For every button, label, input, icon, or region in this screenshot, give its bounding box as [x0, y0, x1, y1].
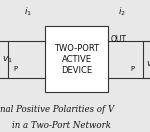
Text: TWO-PORT: TWO-PORT [54, 44, 99, 53]
Text: nal Positive Polarities of V: nal Positive Polarities of V [0, 105, 114, 114]
Text: $i_2$: $i_2$ [118, 6, 125, 18]
Text: $v_2$: $v_2$ [146, 59, 150, 70]
Text: OUT: OUT [111, 35, 127, 44]
Text: ACTIVE: ACTIVE [61, 55, 92, 64]
Text: P: P [13, 66, 17, 72]
Text: P: P [130, 66, 134, 72]
Text: $v_1$: $v_1$ [2, 54, 12, 65]
Text: $i_1$: $i_1$ [24, 6, 33, 18]
Bar [45, 26, 108, 92]
Text: DEVICE: DEVICE [61, 66, 92, 75]
Text: in a Two-Port Network: in a Two-Port Network [12, 121, 111, 130]
